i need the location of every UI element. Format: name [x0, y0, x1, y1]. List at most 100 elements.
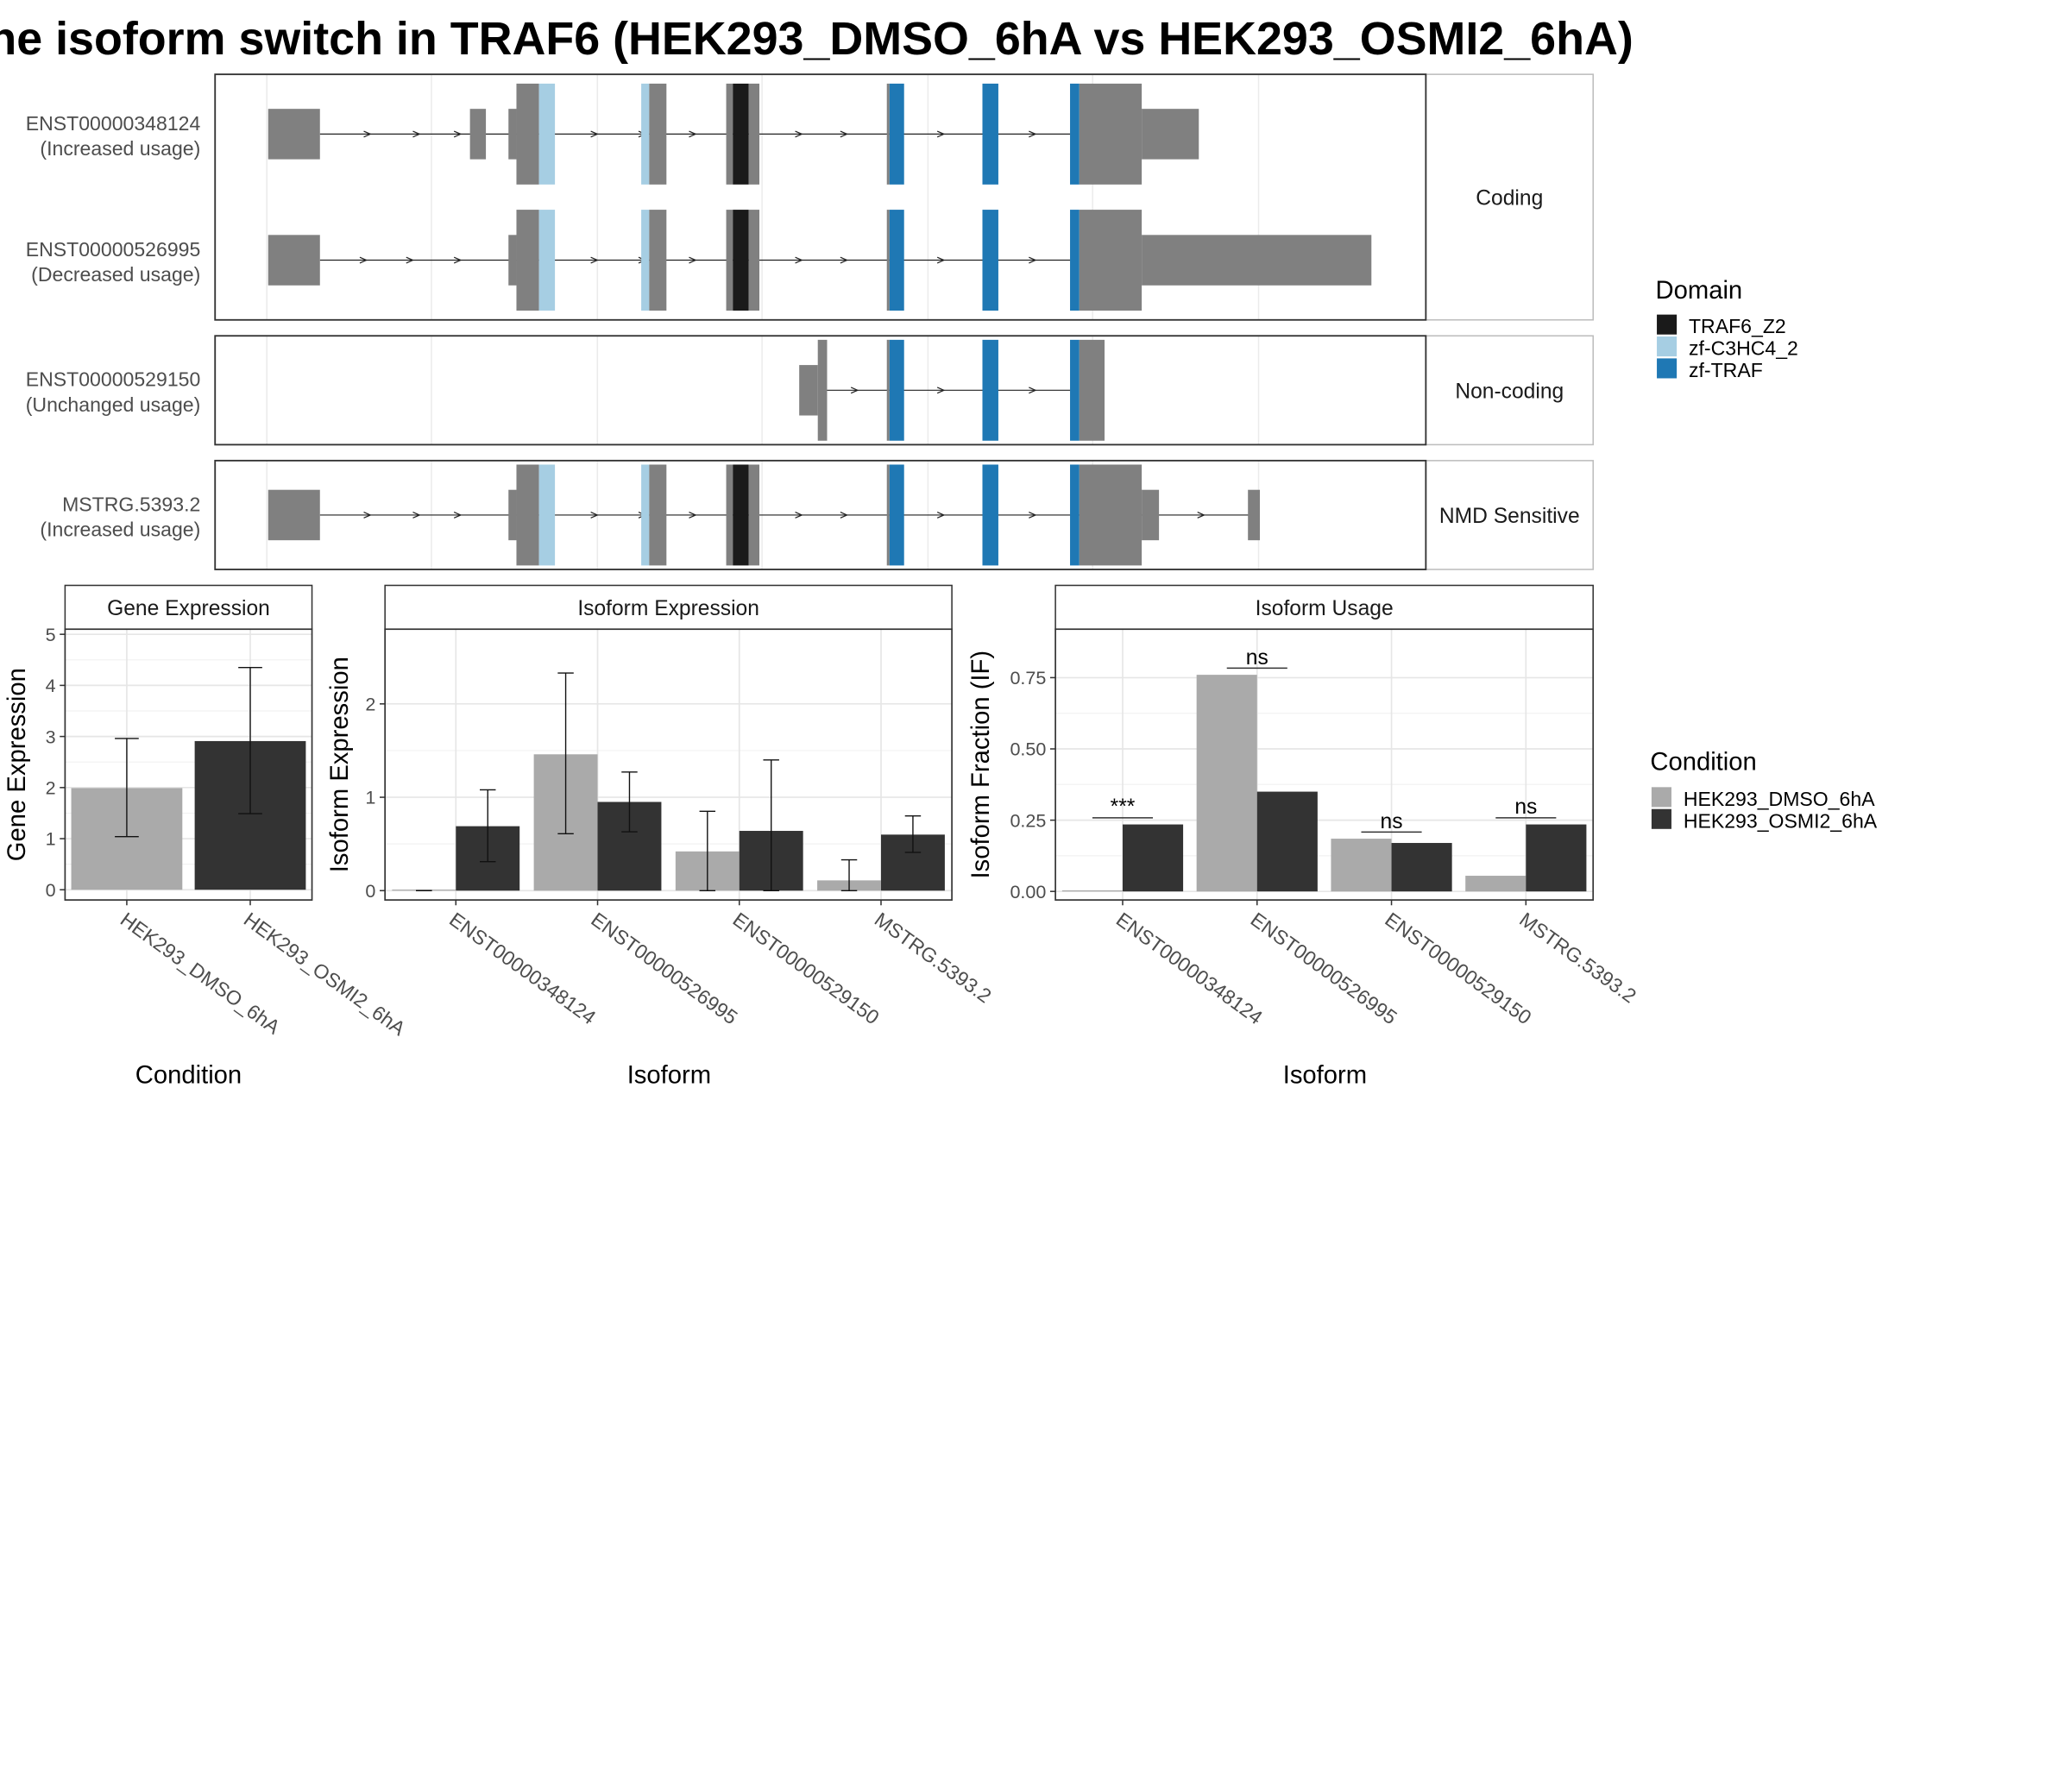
domain-zf-TRAF [889, 83, 904, 185]
condition-legend-title: Condition [1650, 748, 1756, 776]
plot-border [384, 628, 953, 901]
y-tick-label: 2 [365, 695, 375, 715]
figure-title: The isoform switch in TRAF6 (HEK293_DMSO… [0, 13, 1634, 65]
facet-strip [1425, 73, 1594, 321]
exon [1079, 464, 1143, 566]
intron-arrow [795, 511, 803, 519]
exon [817, 339, 828, 441]
y-tick-label: 0 [46, 880, 56, 901]
exon [799, 365, 818, 416]
legend-key-HEK293_DMSO_6hA [1651, 787, 1671, 808]
figure: The isoform switch in TRAF6 (HEK293_DMSO… [0, 13, 1878, 1089]
exon [268, 489, 320, 541]
exon [649, 210, 667, 311]
intron-arrow [936, 256, 946, 264]
legend-label-HEK293_DMSO_6hA: HEK293_DMSO_6hA [1684, 788, 1875, 810]
intron-arrow [795, 256, 803, 264]
isoform-id-label: ENST00000348124 [26, 112, 201, 135]
legend-label-zf-C3HC4_2: zf-C3HC4_2 [1689, 337, 1798, 360]
intron-arrow [453, 130, 463, 138]
exon [1142, 489, 1160, 541]
exon [748, 210, 760, 311]
intron-arrow [453, 511, 463, 519]
exon [649, 83, 667, 185]
exon [1248, 489, 1261, 541]
isoform-expression-chart: Isoform Expression 0 1 2 ENST00000348124ENST… [326, 584, 996, 1089]
y-tick-label: 5 [46, 625, 56, 645]
domain-TRAF6_Z2 [733, 464, 749, 566]
intron-arrow [359, 256, 368, 264]
y-tick-label: 0 [365, 881, 375, 902]
domain-zf-TRAF [982, 339, 998, 441]
facet-strip [1425, 460, 1594, 570]
significance-label: ns [1246, 646, 1268, 670]
intron-arrow [795, 130, 803, 138]
intron-arrow [363, 130, 372, 138]
intron-arrow [1029, 387, 1037, 394]
isoform-id-label: ENST00000526995 [26, 238, 201, 261]
x-tick-label: ENST00000348124 [445, 908, 600, 1028]
exon [886, 464, 890, 566]
intron-arrow [412, 130, 421, 138]
isoform-usage-label: (Unchanged usage) [26, 393, 201, 416]
bar-HEK293_DMSO_6hA-ENST00000526995 [1196, 675, 1257, 892]
x-axis-title: Isoform [627, 1061, 711, 1089]
bar-charts: Gene Expression012345HEK293_DMSO_6hAHEK2… [3, 584, 1640, 1089]
x-tick-label: ENST00000526995 [1247, 908, 1401, 1028]
plot-border [1054, 628, 1595, 901]
exon [508, 235, 517, 286]
exon [268, 235, 320, 286]
intron-arrow [689, 511, 697, 519]
legend-key-TRAF6_Z2 [1657, 314, 1678, 335]
domain-zf-C3HC4_2 [538, 210, 556, 311]
gene-expression-chart: Gene Expression012345HEK293_DMSO_6hAHEK2… [3, 584, 410, 1089]
domain-TRAF6_Z2 [733, 83, 749, 185]
intron-arrow [689, 130, 697, 138]
bar-HEK293_DMSO_6hA-ENST00000529150 [1331, 839, 1392, 892]
intron-arrow [453, 256, 463, 264]
intron-arrow [936, 387, 946, 394]
exon [1142, 109, 1199, 160]
exon [516, 83, 539, 185]
facet-label: NMD Sensitive [1439, 505, 1580, 528]
y-tick-label: 0.00 [1010, 882, 1046, 902]
intron-arrow [850, 387, 859, 394]
intron-arrow [1029, 130, 1037, 138]
domain-zf-TRAF [982, 210, 998, 311]
y-tick-label: 0.50 [1010, 739, 1046, 760]
x-tick-label: MSTRG.5393.2 [1515, 908, 1640, 1007]
significance-label: *** [1111, 795, 1136, 819]
chart-title: Gene Expression [107, 597, 270, 620]
domain-zf-TRAF [1070, 339, 1080, 441]
isoform-structure-panel: Coding Non-coding NMD Sensitive ENST0000034… [26, 73, 1594, 570]
significance-label: ns [1381, 810, 1403, 833]
exon [1079, 339, 1105, 441]
exon [726, 210, 733, 311]
chart-title: Isoform Expression [577, 597, 759, 620]
y-tick-label: 1 [365, 788, 375, 808]
intron-arrow [590, 511, 599, 519]
bar-HEK293_OSMI2_6hA-ENST00000526995 [1256, 791, 1318, 892]
exon [649, 464, 667, 566]
domain-zf-TRAF [889, 210, 904, 311]
intron-arrow [363, 511, 372, 519]
isoform-usage-chart: Isoform Usage *** ns ns ns 0.00 0.25 0.50 0.75 EN… [967, 584, 1640, 1089]
y-tick-label: 0.25 [1010, 810, 1046, 831]
exon [516, 464, 539, 566]
intron-arrow [590, 130, 599, 138]
intron-arrow [590, 256, 599, 264]
exon [886, 210, 890, 311]
domain-TRAF6_Z2 [733, 210, 749, 311]
y-tick-label: 1 [46, 829, 56, 850]
exon [469, 109, 487, 160]
x-tick-label: ENST00000526995 [587, 908, 741, 1028]
bar-HEK293_OSMI2_6hA-MSTRG.5393.2 [1526, 824, 1587, 892]
facet-label: Non-coding [1455, 380, 1564, 404]
x-axis-title: Condition [135, 1061, 242, 1089]
domain-zf-C3HC4_2 [538, 464, 556, 566]
facet-border [214, 335, 1427, 446]
legend-label-HEK293_OSMI2_6hA: HEK293_OSMI2_6hA [1684, 809, 1878, 832]
legend-key-zf-TRAF [1657, 358, 1678, 379]
